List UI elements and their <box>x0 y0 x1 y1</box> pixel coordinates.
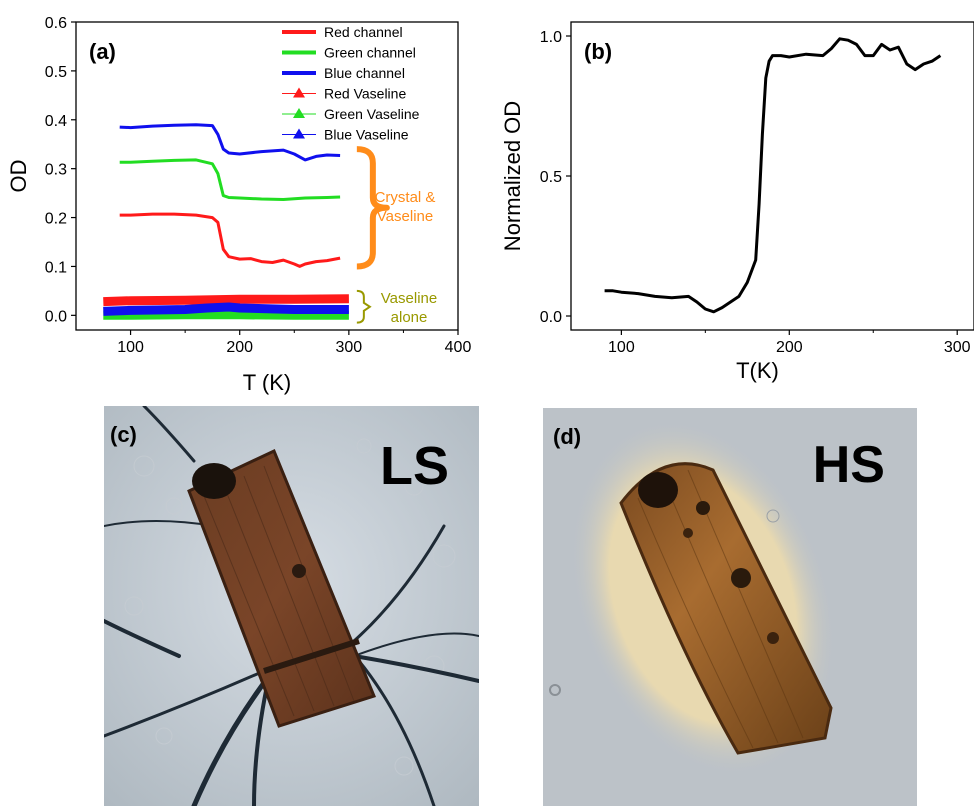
legend-label: Green channel <box>324 45 416 61</box>
y-tick-label: 0.4 <box>45 113 67 130</box>
annotation-crystal-vaseline: Vaseline <box>377 208 433 225</box>
series-line <box>119 212 341 268</box>
x-tick-label: 300 <box>944 339 971 356</box>
legend-label: Red Vaseline <box>324 86 406 102</box>
series-line <box>103 294 349 307</box>
y-tick-label: 0.2 <box>45 211 67 228</box>
legend-marker <box>293 87 305 98</box>
annotation-crystal-vaseline: Crystal & <box>375 189 436 206</box>
photo-ls-crystal: (c) LS <box>104 406 479 806</box>
photo-hs-crystal: (d) HS <box>543 408 917 806</box>
charts-figure: 100 200 300 400 0.0 0.1 0.2 0.3 0.4 0.5 0.6 T (K) OD… <box>6 15 974 395</box>
vaseline-brace <box>356 289 372 324</box>
annotation-vaseline-alone: alone <box>391 309 428 326</box>
y-tick-label: 0.5 <box>540 169 562 186</box>
legend-marker <box>293 128 305 139</box>
annotation-vaseline-alone: Vaseline <box>381 290 437 307</box>
panel-c-label: (c) <box>110 422 137 447</box>
panel-d-label: (d) <box>553 424 581 449</box>
legend-label: Red channel <box>324 24 403 40</box>
panel-label: (b) <box>584 39 612 64</box>
panel-label: (a) <box>89 39 116 64</box>
series-line <box>604 37 942 314</box>
y-axis-label: Normalized OD <box>500 101 525 251</box>
chart-b: 100 200 300 0.0 0.5 1.0 T(K) Normalized OD (b) <box>500 21 974 383</box>
x-tick-label: 200 <box>776 339 803 356</box>
y-tick-label: 0.3 <box>45 162 67 179</box>
plot-frame <box>75 21 459 331</box>
x-tick-label: 300 <box>336 339 363 356</box>
x-tick-label: 100 <box>608 339 635 356</box>
legend-label: Blue Vaseline <box>324 127 409 143</box>
series-line <box>103 310 349 320</box>
x-tick-label: 100 <box>117 339 144 356</box>
series-line <box>119 123 341 162</box>
y-tick-label: 0.5 <box>45 64 67 81</box>
y-tick-label: 0.1 <box>45 259 67 276</box>
ls-state-label: LS <box>380 436 449 496</box>
x-axis-label: T (K) <box>243 370 291 395</box>
legend-label: Green Vaseline <box>324 106 420 122</box>
x-axis-label: T(K) <box>736 358 779 383</box>
y-axis-label: OD <box>6 160 31 193</box>
series-line <box>119 158 341 201</box>
series-line <box>103 302 349 316</box>
hs-state-label: HS <box>813 436 885 494</box>
y-tick-label: 0.0 <box>45 308 67 325</box>
legend-marker <box>293 108 305 118</box>
y-tick-label: 1.0 <box>540 29 562 46</box>
chart-a: 100 200 300 400 0.0 0.1 0.2 0.3 0.4 0.5 0.6 T (K) OD… <box>6 15 471 395</box>
x-tick-label: 200 <box>226 339 253 356</box>
y-tick-label: 0.6 <box>45 15 67 32</box>
x-tick-label: 400 <box>445 339 472 356</box>
y-tick-label: 0.0 <box>540 309 562 326</box>
crystal-brace <box>356 146 390 270</box>
legend-label: Blue channel <box>324 65 405 81</box>
